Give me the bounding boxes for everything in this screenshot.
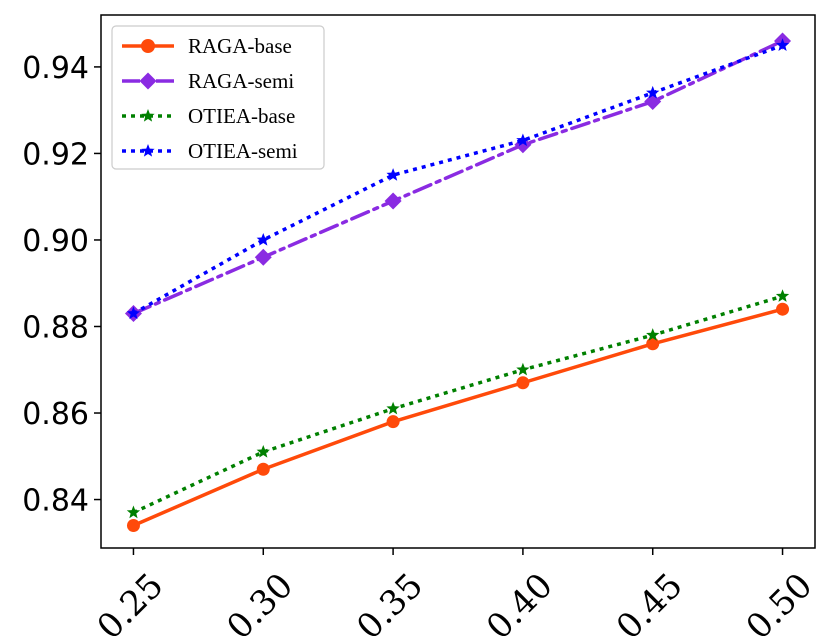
plot-frame [100, 14, 816, 549]
series-line [132, 43, 784, 316]
series-line [131, 39, 785, 316]
data-point [516, 376, 530, 390]
data-point [126, 519, 140, 533]
legend-entry: OTIEA-semi [122, 139, 298, 163]
y-tick-label: 0.84 [22, 484, 89, 519]
legend-marker [141, 39, 155, 53]
series-line [131, 307, 785, 528]
series-otiea-base [126, 289, 790, 519]
data-point [775, 289, 790, 302]
data-point [386, 401, 400, 415]
data-point [256, 444, 270, 458]
data-point [776, 302, 790, 316]
data-point [775, 38, 790, 51]
legend-label: OTIEA-base [188, 104, 295, 128]
series-raga-base [126, 302, 790, 533]
data-point [386, 168, 400, 181]
y-tick-label: 0.90 [22, 224, 89, 259]
data-point [256, 462, 270, 476]
data-point [646, 328, 660, 341]
series-line [132, 294, 784, 515]
x-tick-label: 0.50 [739, 566, 821, 643]
data-point [384, 192, 402, 210]
data-point [516, 362, 530, 376]
x-tick-label: 0.40 [479, 566, 561, 643]
data-point [126, 505, 141, 519]
x-tick-label: 0.45 [609, 566, 691, 643]
x-tick-label: 0.30 [219, 566, 301, 643]
data-point [646, 85, 660, 99]
legend-label: OTIEA-semi [188, 139, 298, 163]
data-point [644, 93, 662, 111]
data-point [254, 248, 272, 266]
legend-entry: RAGA-base [122, 34, 292, 58]
series-otiea-semi [126, 38, 790, 320]
data-point [516, 133, 530, 147]
legend-marker [141, 109, 155, 122]
data-point [256, 232, 270, 246]
data-point [386, 415, 400, 429]
y-tick-label: 0.86 [22, 397, 89, 432]
legend-entry: OTIEA-base [122, 104, 295, 128]
data-point [126, 306, 141, 320]
y-tick-label: 0.88 [22, 310, 89, 345]
data-point [646, 337, 660, 351]
legend-label: RAGA-semi [188, 69, 294, 93]
legend-label: RAGA-base [188, 34, 292, 58]
legend-marker [139, 72, 157, 90]
x-tick-label: 0.35 [349, 566, 431, 643]
plot-area [124, 32, 792, 533]
legend-marker [141, 144, 155, 157]
y-tick-label: 0.92 [22, 137, 89, 172]
legend-entry: RAGA-semi [122, 69, 294, 93]
legend: RAGA-base RAGA-semi OTIEA-base OTIEA-semi [111, 25, 325, 170]
x-tick-label: 0.25 [90, 566, 172, 643]
legend-box [111, 25, 325, 170]
y-tick-label: 0.94 [22, 51, 89, 86]
